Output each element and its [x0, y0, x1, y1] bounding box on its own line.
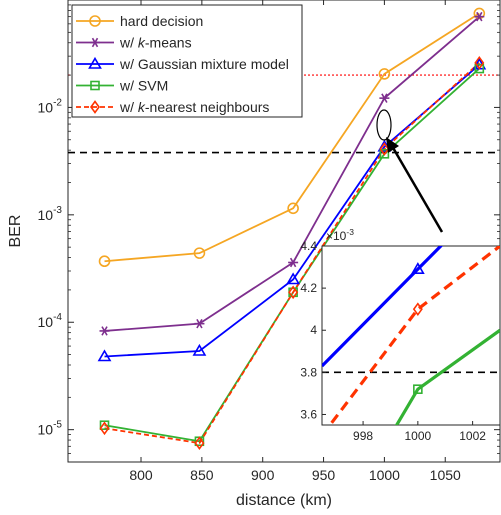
point-s1-0	[99, 326, 110, 336]
series-markers	[97, 7, 487, 450]
legend-marker-3	[90, 80, 100, 91]
inset-chart: 998 1000 1002 3.6 3.8 4 4.2 4.4 ×10-3	[300, 227, 501, 443]
series-line-2	[104, 63, 480, 358]
point-s4-3	[379, 142, 390, 156]
inset-x-tick-label-0: 998	[353, 429, 373, 443]
inset-y-tick-label-0: 3.6	[300, 407, 317, 421]
point-s2-1	[192, 343, 207, 356]
legend-marker-0	[89, 15, 101, 27]
inset-series-lines	[322, 246, 500, 425]
point-s4-1	[194, 436, 205, 450]
inset-x-tick-label-2: 1002	[459, 429, 486, 443]
x-tick-label-3: 950	[312, 467, 336, 483]
x-tick-label-2: 900	[251, 467, 275, 483]
legend-box	[71, 4, 303, 118]
x-tick-label-1: 850	[190, 467, 214, 483]
legend-label-4: w/ k-nearest neighbours	[119, 99, 269, 115]
point-s1-2	[288, 257, 299, 268]
legend-label-3: w/ SVM	[119, 78, 168, 94]
point-s1-4	[474, 11, 485, 22]
point-s0-3	[378, 68, 391, 80]
inset-y-multiplier: ×10-3	[326, 227, 354, 243]
x-tick-label-0: 800	[129, 467, 153, 483]
inset-x-tick-label-1: 1000	[404, 429, 431, 443]
inset-y-axis-ticks: 3.6 3.8 4 4.2 4.4	[300, 239, 326, 421]
legend-entry-2: w/ Gaussian mixture model	[76, 56, 289, 72]
zoom-arrow	[390, 145, 444, 233]
series-line-4	[104, 62, 480, 445]
point-s1-3	[379, 93, 390, 103]
legend-label-1: w/ k-means	[119, 35, 192, 51]
point-s0-4	[473, 7, 486, 20]
inset-series-markers	[410, 262, 425, 395]
y-tick-label-0: 10-5	[38, 420, 63, 438]
inset-point-0	[410, 262, 425, 274]
series-line-0	[104, 12, 480, 263]
point-s0-1	[193, 247, 206, 259]
legend-entry-3: w/ SVM	[76, 78, 168, 94]
inset-y-tick-label-2: 4	[310, 323, 317, 337]
inset-point-1	[412, 302, 423, 317]
legend: hard decision w/ k-means w/ Gaussian mixtu…	[71, 4, 303, 118]
legend-marker-2	[88, 56, 102, 69]
inset-y-tick-label-3: 4.2	[300, 281, 317, 295]
legend-label-0: hard decision	[120, 13, 203, 29]
inset-y-tick-label-4: 4.4	[300, 239, 317, 253]
point-s2-2	[286, 272, 301, 285]
point-s2-0	[97, 349, 112, 362]
x-axis-ticks: 800 850 900 950 1000 1050	[129, 0, 461, 483]
inset-series-line-0	[322, 246, 444, 368]
point-s0-0	[98, 255, 111, 268]
point-s0-2	[287, 202, 299, 215]
inset-x-axis-ticks: 998 1000 1002	[353, 421, 486, 443]
x-tick-label-5: 1050	[430, 467, 461, 483]
point-s4-2	[288, 285, 299, 300]
y-axis-ticks: 10-5 10-4 10-3 10-2	[38, 4, 500, 454]
x-axis-label: distance (km)	[236, 492, 332, 509]
point-s3-0	[99, 420, 110, 431]
legend-marker-4	[90, 100, 100, 114]
legend-entry-4: w/ k-nearest neighbours	[76, 99, 269, 115]
zoom-arrow-head	[386, 137, 399, 153]
inset-point-2	[413, 384, 423, 395]
y-tick-label-3: 10-2	[38, 97, 63, 115]
point-s4-0	[99, 421, 110, 436]
inset-series-line-2	[394, 328, 500, 425]
point-s3-3	[379, 148, 390, 159]
legend-label-2: w/ Gaussian mixture model	[119, 56, 289, 72]
y-tick-label-1: 10-4	[38, 312, 63, 330]
legend-entry-0: hard decision	[76, 13, 203, 29]
y-axis-label: BER	[7, 215, 24, 248]
zoom-ellipse	[376, 109, 392, 141]
inset-series-line-1	[327, 246, 500, 425]
y-tick-label-2: 10-3	[38, 205, 63, 223]
x-tick-label-4: 1000	[369, 467, 400, 483]
point-s1-1	[194, 318, 205, 329]
point-s3-4	[474, 63, 485, 74]
inset-y-tick-label-1: 3.8	[300, 365, 317, 379]
legend-marker-1	[90, 37, 100, 48]
point-s4-4	[474, 55, 485, 70]
series-lines	[104, 12, 480, 445]
legend-entry-1: w/ k-means	[76, 35, 192, 51]
